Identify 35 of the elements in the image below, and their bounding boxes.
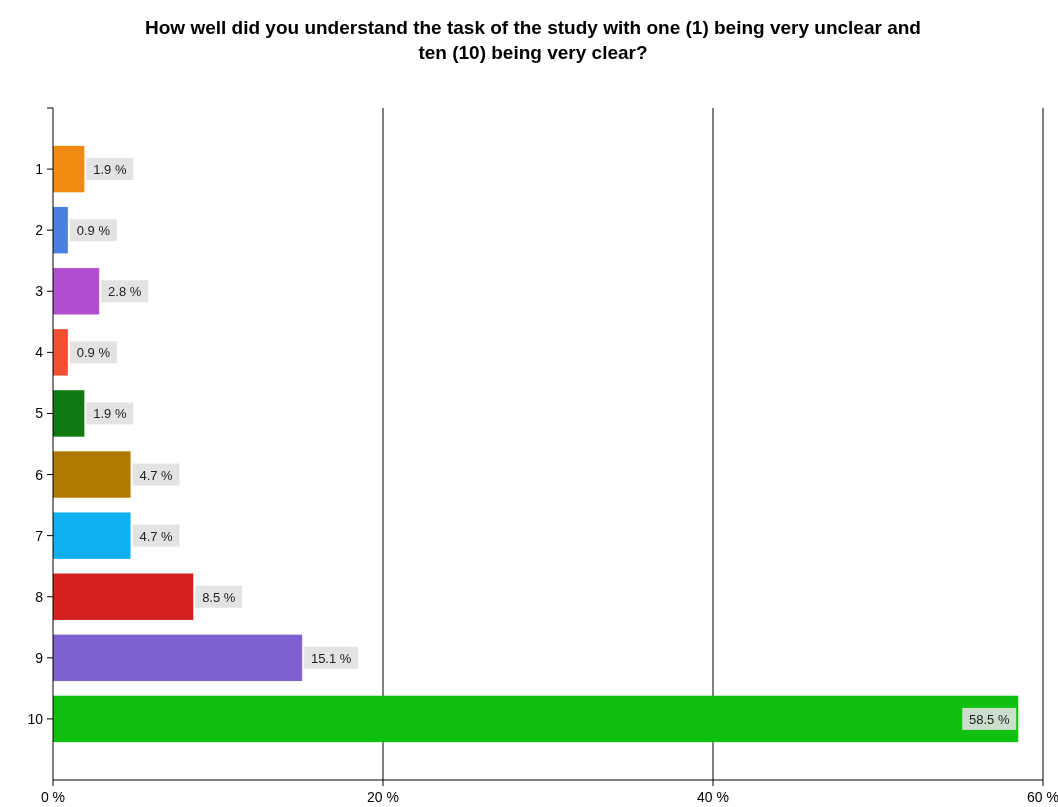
x-tick-label: 40 % <box>697 789 729 805</box>
bar <box>53 512 131 559</box>
data-label: 0.9 % <box>76 223 111 239</box>
data-label: 58.5 % <box>969 711 1010 727</box>
x-tick-label: 0 % <box>40 789 66 805</box>
data-label: 4.7 % <box>139 467 174 483</box>
data-label: 0.9 % <box>76 345 111 361</box>
y-tick-label: 7 <box>35 527 44 544</box>
data-label: 2.8 % <box>108 284 142 300</box>
bar <box>53 634 303 682</box>
bar <box>53 451 131 498</box>
bar <box>53 695 1019 743</box>
data-label: 4.7 % <box>139 528 174 544</box>
bar <box>53 390 85 437</box>
bar <box>53 573 194 620</box>
y-tick-label: 6 <box>35 466 44 483</box>
bar <box>53 206 68 254</box>
y-tick-label: 3 <box>35 283 44 300</box>
y-tick-label: 8 <box>35 588 44 605</box>
y-tick-label: 4 <box>35 344 44 361</box>
data-label: 1.9 % <box>93 406 127 422</box>
y-tick-label: 5 <box>35 405 44 422</box>
bar <box>53 329 68 376</box>
data-label: 15.1 % <box>310 650 352 666</box>
data-label: 1.9 % <box>93 162 127 178</box>
y-tick-label: 10 <box>27 710 44 727</box>
x-tick-label: 60 % <box>1027 789 1058 805</box>
chart-title: How well did you understand the task of the study with one (1) being very unclear and ten (10) being very clear? <box>145 17 921 63</box>
data-label: 8.5 % <box>202 589 236 605</box>
y-tick-label: 2 <box>35 222 44 239</box>
bar <box>53 145 85 193</box>
bar <box>53 268 100 315</box>
x-tick-label: 20 % <box>367 789 399 805</box>
y-tick-label: 9 <box>35 649 44 666</box>
y-tick-label: 1 <box>35 161 44 178</box>
